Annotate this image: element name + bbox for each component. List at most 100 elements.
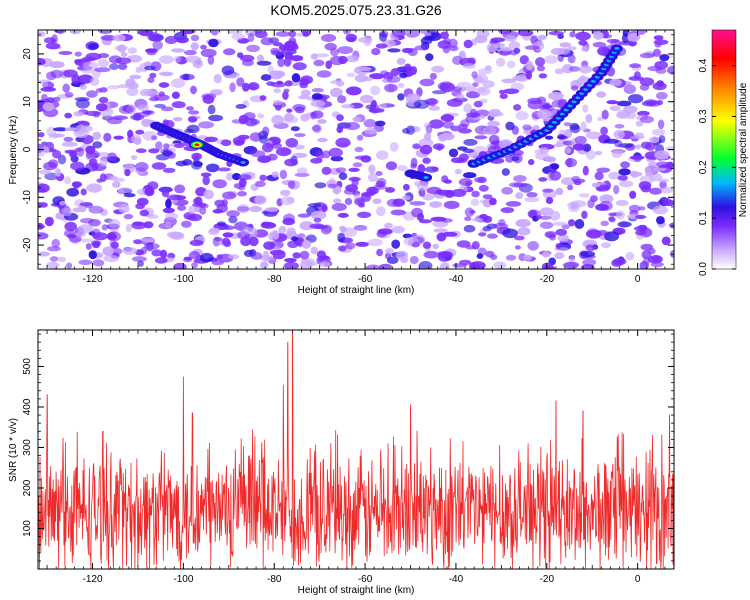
heatmap-noise-blob bbox=[117, 189, 125, 195]
heatmap-noise-blob bbox=[228, 254, 240, 260]
heatmap-noise-blob bbox=[464, 216, 472, 221]
heatmap-noise-blob bbox=[223, 48, 236, 56]
heatmap-noise-blob bbox=[200, 44, 207, 50]
heatmap-noise-blob bbox=[259, 95, 267, 101]
heatmap-noise-blob bbox=[279, 169, 288, 180]
heatmap-noise-blob bbox=[522, 124, 532, 131]
heatmap-noise-blob bbox=[574, 135, 587, 145]
heatmap-noise-blob bbox=[585, 113, 593, 124]
heatmap-noise-blob bbox=[493, 261, 507, 269]
heatmap-noise-blob bbox=[568, 66, 580, 72]
heatmap-noise-blob bbox=[64, 127, 77, 132]
heatmap-noise-blob bbox=[288, 30, 297, 38]
heatmap-noise-blob bbox=[92, 259, 105, 267]
heatmap-noise-blob bbox=[376, 150, 389, 160]
heatmap-noise-blob bbox=[115, 57, 131, 65]
heatmap-noise-blob bbox=[262, 142, 274, 153]
heatmap-noise-blob bbox=[166, 231, 182, 238]
heatmap-noise-blob bbox=[463, 39, 473, 49]
heatmap-noise-blob bbox=[505, 254, 517, 261]
heatmap-noise-blob bbox=[456, 158, 468, 164]
heatmap-noise-blob bbox=[257, 113, 265, 119]
heatmap-noise-blob bbox=[656, 99, 664, 106]
heatmap-noise-blob bbox=[92, 232, 108, 241]
heatmap-noise-blob bbox=[285, 138, 299, 148]
heatmap-noise-blob bbox=[422, 241, 432, 249]
heatmap-noise-blob bbox=[172, 117, 183, 122]
heatmap-noise-blob bbox=[85, 52, 102, 61]
heatmap-noise-blob bbox=[594, 171, 604, 181]
snr-panel: -120 -100 -80 -60 -40 -20 0 100 200 300 400 500 Hei… bbox=[8, 329, 675, 596]
heatmap-noise-blob bbox=[98, 96, 109, 104]
heatmap-noise-blob bbox=[384, 222, 393, 229]
heatmap-noise-blob bbox=[337, 212, 349, 218]
heatmap-noise-blob bbox=[73, 111, 84, 117]
heatmap-noise-blob bbox=[186, 106, 194, 111]
heatmap-noise-blob bbox=[647, 65, 663, 72]
heatmap-noise-blob bbox=[477, 68, 493, 75]
heatmap-noise-blob bbox=[127, 47, 137, 54]
heatmap-noise-blob bbox=[471, 217, 484, 222]
colorbar-tick-label: 0.4 bbox=[698, 58, 709, 72]
heatmap-noise-blob bbox=[451, 189, 467, 197]
heatmap-noise-blob bbox=[644, 99, 658, 106]
heatmap-noise-blob bbox=[608, 216, 615, 222]
heatmap-noise-blob bbox=[89, 77, 100, 86]
heatmap-noise-blob bbox=[88, 250, 98, 260]
heatmap-noise-blob bbox=[191, 160, 203, 170]
heatmap-noise-blob bbox=[552, 221, 568, 226]
heatmap-noise-blob bbox=[300, 114, 310, 122]
heatmap-noise-blob bbox=[271, 114, 284, 125]
heatmap-noise-blob bbox=[390, 209, 406, 216]
heatmap-noise-blob bbox=[548, 91, 564, 101]
heatmap-noise-blob bbox=[176, 36, 189, 44]
heatmap-noise-blob bbox=[535, 152, 550, 161]
heatmap-noise-blob bbox=[337, 245, 347, 252]
heatmap-noise-blob bbox=[513, 175, 527, 183]
heatmap-noise-blob bbox=[425, 124, 433, 134]
heatmap-noise-blob bbox=[628, 204, 641, 213]
heatmap-noise-blob bbox=[164, 35, 178, 45]
heatmap-noise-blob bbox=[88, 205, 104, 214]
heatmap-noise-blob bbox=[639, 52, 655, 59]
heatmap-noise-blob bbox=[225, 172, 234, 181]
heatmap-noise-blob bbox=[564, 128, 573, 139]
heatmap-noise-blob bbox=[594, 150, 603, 156]
heatmap-noise-blob bbox=[621, 33, 630, 44]
heatmap-noise-blob bbox=[123, 193, 136, 198]
heatmap-noise-blob bbox=[539, 215, 552, 220]
heatmap-noise-blob bbox=[171, 91, 180, 99]
heatmap-noise-blob bbox=[536, 65, 546, 72]
heatmap-noise-blob bbox=[487, 120, 500, 127]
heatmap-noise-blob bbox=[436, 189, 453, 196]
colorbar-tick-label: 0.3 bbox=[698, 109, 709, 123]
heatmap-noise-blob bbox=[131, 256, 147, 262]
heatmap-noise-blob bbox=[260, 74, 272, 81]
heatmap-noise-blob bbox=[647, 161, 659, 167]
signal-streak-blob bbox=[240, 161, 246, 164]
heatmap-noise-blob bbox=[570, 200, 587, 208]
heatmap-noise-blob bbox=[300, 89, 311, 97]
x-tick-label: -20 bbox=[540, 274, 555, 285]
y-tick-label: 200 bbox=[22, 479, 33, 496]
heatmap-noise-blob bbox=[250, 252, 263, 260]
heatmap-noise-blob bbox=[428, 105, 441, 111]
heatmap-noise-blob bbox=[147, 77, 155, 83]
heatmap-noise-blob bbox=[454, 168, 462, 175]
heatmap-noise-blob bbox=[75, 124, 86, 135]
heatmap-noise-blob bbox=[154, 257, 168, 264]
heatmap-noise-blob bbox=[338, 55, 348, 65]
heatmap-noise-blob bbox=[617, 221, 632, 228]
heatmap-noise-blob bbox=[292, 252, 301, 259]
heatmap-noise-blob bbox=[364, 127, 378, 135]
heatmap-noise-blob bbox=[59, 200, 66, 206]
heatmap-noise-blob bbox=[443, 200, 460, 210]
heatmap-noise-blob bbox=[259, 135, 269, 144]
heatmap-noise-blob bbox=[337, 232, 346, 243]
colorbar-tick-label: 0.2 bbox=[698, 160, 709, 174]
heatmap-noise-blob bbox=[513, 104, 522, 111]
heatmap-noise-blob bbox=[130, 155, 138, 160]
heatmap-noise-blob bbox=[501, 78, 517, 84]
heatmap-noise-blob bbox=[352, 162, 363, 168]
heatmap-noise-blob bbox=[52, 127, 68, 132]
